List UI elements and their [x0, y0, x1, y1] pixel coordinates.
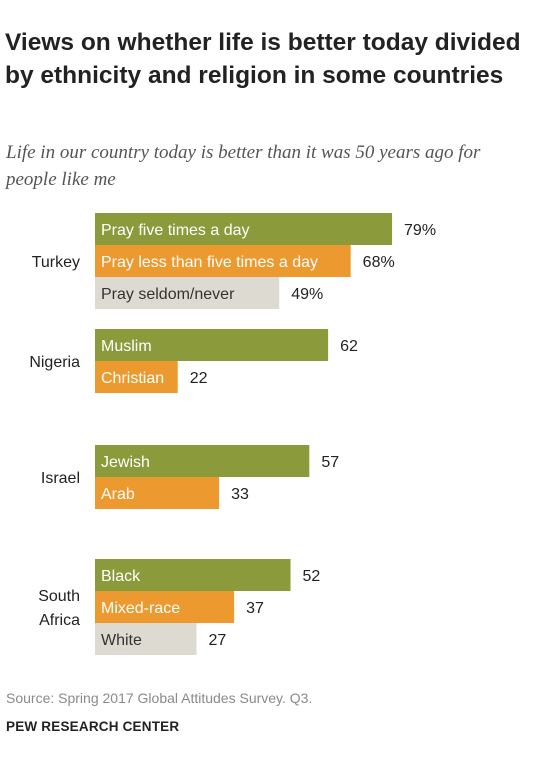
value-label: 33 [231, 486, 249, 503]
bar [95, 591, 235, 623]
group-label: Turkey [32, 254, 80, 271]
bar-label: Jewish [101, 454, 150, 471]
value-label: 27 [209, 632, 227, 649]
value-label: 57 [321, 454, 339, 471]
value-label: 68% [363, 254, 395, 271]
bar [95, 329, 329, 361]
bar [95, 213, 393, 245]
bar [95, 559, 291, 591]
brand-label: PEW RESEARCH CENTER [6, 719, 180, 734]
bar [95, 477, 220, 509]
group-label: Nigeria [29, 354, 80, 371]
bar-label: Muslim [101, 338, 152, 355]
value-label: 79% [404, 222, 436, 239]
chart-subtitle: Life in our country today is better than… [6, 142, 481, 190]
value-label: 62 [340, 338, 358, 355]
bar-label: Christian [101, 370, 164, 387]
value-label: 22 [190, 370, 208, 387]
bar [95, 361, 178, 393]
bar-label: Arab [101, 486, 135, 503]
bar [95, 245, 351, 277]
bar-label: Black [101, 568, 141, 585]
bar [95, 445, 310, 477]
bar-label: Pray seldom/never [101, 286, 235, 303]
value-label: 52 [303, 568, 321, 585]
value-label: 49% [291, 286, 323, 303]
bar [95, 277, 280, 309]
bar-label: Mixed-race [101, 600, 180, 617]
bar-label: White [101, 632, 142, 649]
group-label: South [38, 588, 80, 605]
bar-label: Pray five times a day [101, 222, 250, 239]
group-label: Africa [39, 612, 80, 629]
bar-chart: Turkey Pray five times a day 79% Pray less … [29, 213, 436, 655]
bar [95, 623, 197, 655]
bar-label: Pray less than five times a day [101, 254, 318, 271]
value-label: 37 [246, 600, 264, 617]
source-note: Source: Spring 2017 Global Attitudes Sur… [6, 690, 313, 706]
chart-title: Views on whether life is better today di… [5, 29, 521, 89]
group-label: Israel [41, 470, 80, 487]
